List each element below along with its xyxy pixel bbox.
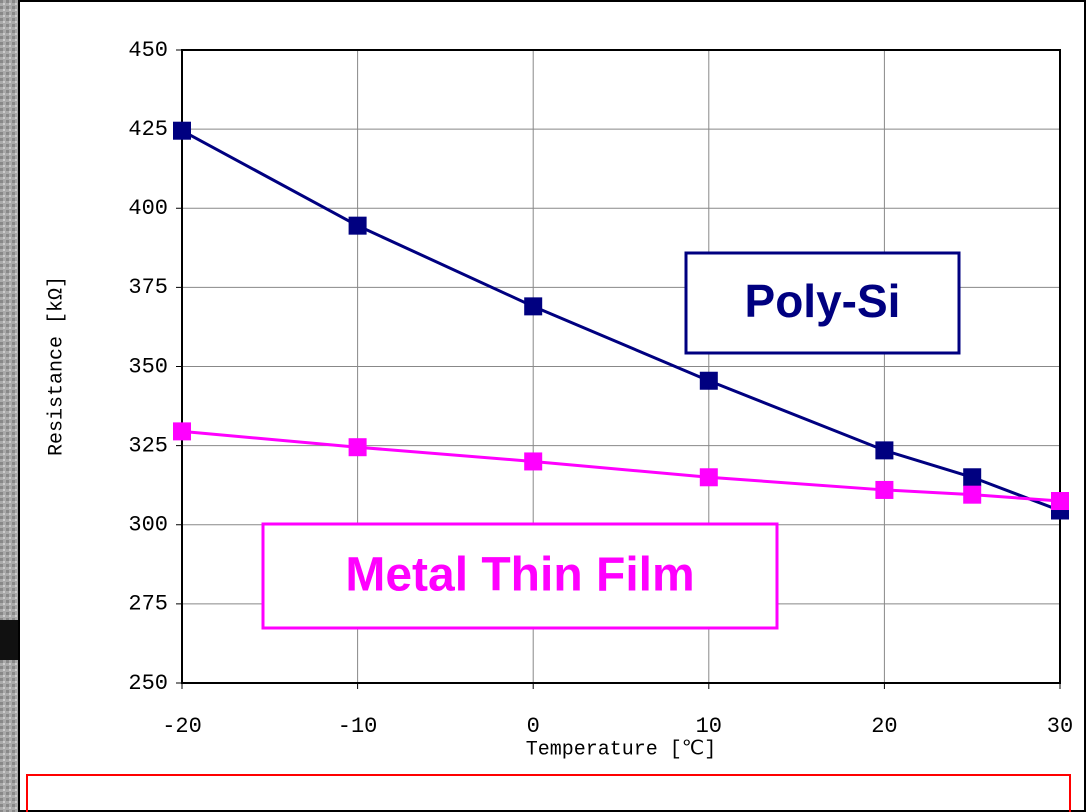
- y-tick-label: 325: [128, 433, 168, 458]
- y-tick-label: 450: [128, 38, 168, 63]
- x-tick-label: 20: [871, 714, 897, 739]
- x-tick-label: 30: [1047, 714, 1073, 739]
- y-tick-label: 400: [128, 196, 168, 221]
- x-axis-title: Temperature [℃]: [526, 738, 717, 761]
- y-tick-label: 300: [128, 513, 168, 538]
- data-point: [1051, 492, 1069, 511]
- caption-box: [26, 774, 1071, 812]
- plot-area: [181, 49, 1061, 684]
- data-point: [963, 468, 982, 487]
- legend-box: [684, 251, 961, 355]
- data-point: [963, 485, 982, 504]
- legend-label: Metal Thin Film: [345, 549, 694, 602]
- x-tick-label: -10: [338, 714, 378, 739]
- data-point: [875, 480, 894, 499]
- data-point: [173, 121, 191, 140]
- x-tick-label: -20: [162, 714, 202, 739]
- legend-label: Poly-Si: [745, 275, 901, 327]
- data-point: [348, 216, 367, 235]
- y-tick-label: 350: [128, 354, 168, 379]
- y-tick-label: 425: [128, 117, 168, 142]
- y-tick-label: 375: [128, 275, 168, 300]
- background-strip: [0, 620, 20, 660]
- data-point: [173, 422, 191, 441]
- data-point: [699, 468, 718, 487]
- data-point: [875, 441, 894, 460]
- background-strip: [0, 0, 20, 812]
- x-tick-label: 0: [527, 714, 540, 739]
- x-tick-label: 10: [696, 714, 722, 739]
- data-point: [699, 371, 718, 390]
- data-point: [524, 452, 543, 471]
- legend-box: [261, 522, 779, 630]
- data-point: [348, 438, 367, 457]
- chart-frame: [18, 0, 1086, 812]
- y-tick-label: 275: [128, 592, 168, 617]
- y-tick-label: 250: [128, 671, 168, 696]
- data-point: [524, 297, 543, 316]
- y-axis-title: Resistance [kΩ]: [45, 276, 68, 456]
